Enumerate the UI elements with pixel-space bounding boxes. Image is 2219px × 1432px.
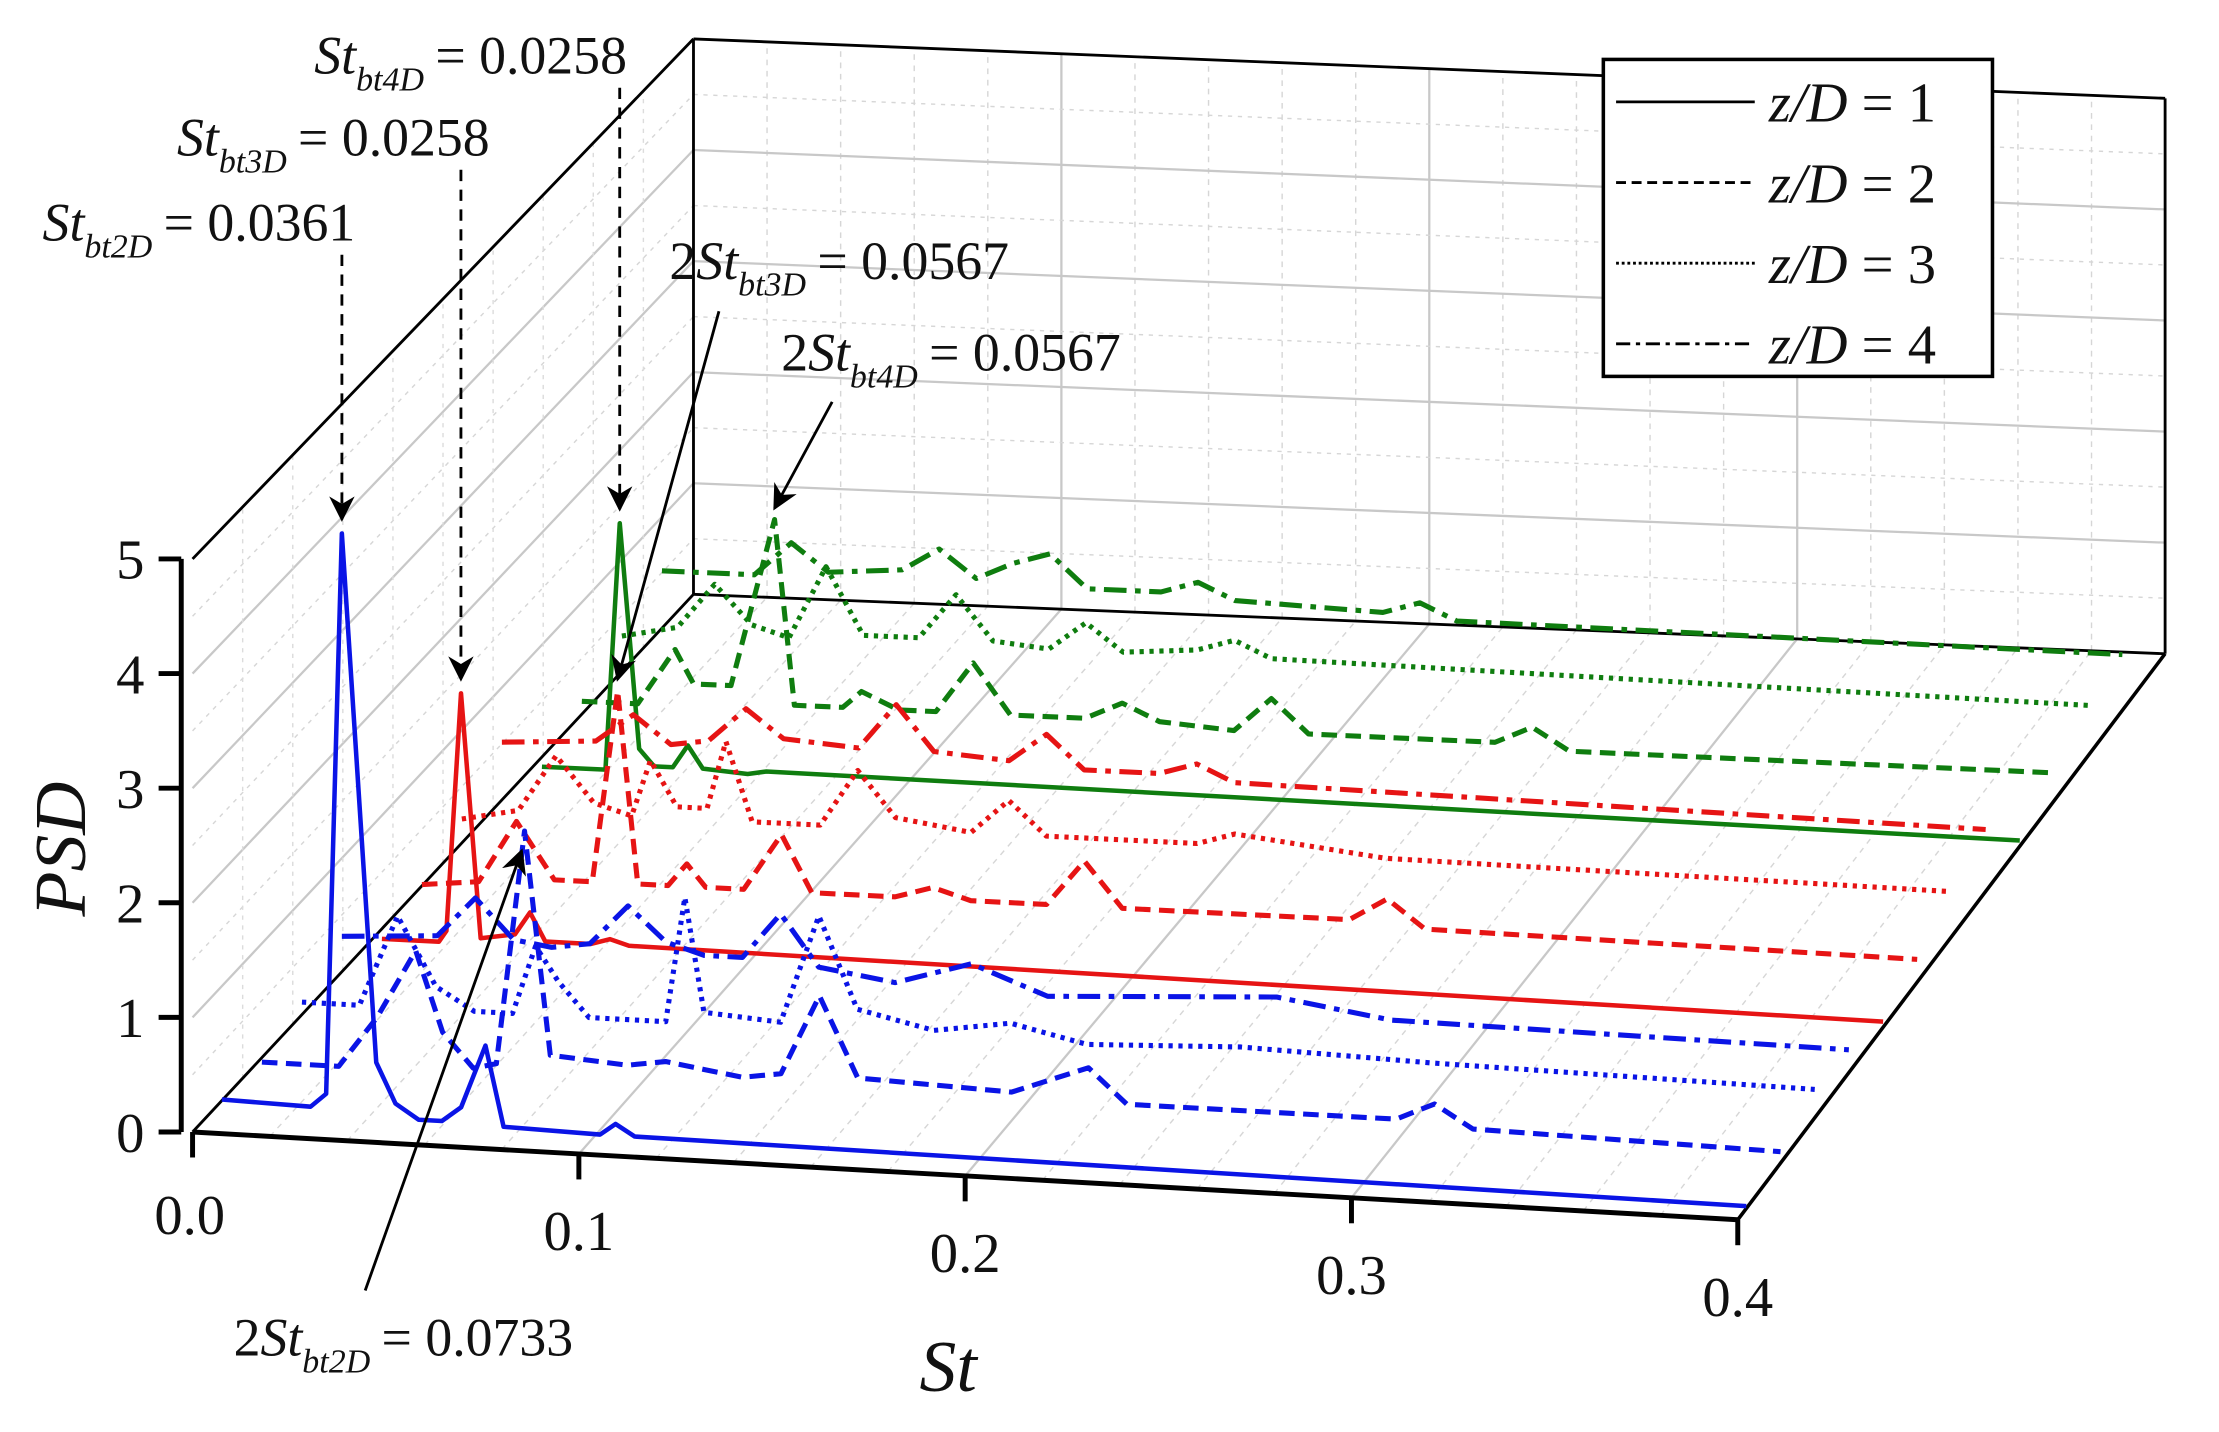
- left-wall-gridline: [192, 205, 694, 732]
- y-tick-label: 0: [116, 1103, 144, 1165]
- left-wall-gridline: [192, 93, 694, 617]
- floor-right-edge: [1736, 652, 2167, 1221]
- x-tick-label: 0.2: [930, 1223, 1001, 1285]
- left-wall-gridline: [192, 538, 695, 1076]
- series-line-group0-zD2: [261, 828, 1781, 1155]
- back-wall-gridline: [693, 93, 2166, 155]
- floor-gridline: [501, 605, 989, 1151]
- y-tick-label: 4: [116, 644, 144, 706]
- floor-gridline: [578, 608, 1063, 1155]
- annotation-label: Stbt3D = 0.0258: [177, 108, 490, 181]
- series-line-group1-zD2: [421, 688, 1918, 962]
- annotations: Stbt4D = 0.0258 Stbt3D = 0.0258 Stbt2D = 0.03…: [43, 26, 1121, 1381]
- x-tick-label: 0.4: [1702, 1267, 1773, 1329]
- annotation-label: Stbt4D = 0.0258: [314, 26, 627, 99]
- left-wall-gridline: [192, 316, 694, 846]
- back-wall-gridline: [693, 482, 2166, 544]
- floor-gridline: [1350, 638, 1799, 1199]
- tick-labels: 0 1 2 3 4 5 0.0 0.1 0.2 0.3 0.4: [116, 530, 1773, 1329]
- left-wall-top-edge: [191, 37, 695, 560]
- annotation-arrow: [363, 848, 526, 1291]
- series-line-group2-zD2: [581, 517, 2055, 776]
- left-wall-gridline: [191, 149, 695, 675]
- floor-gridline: [655, 611, 1136, 1159]
- annotation-label: 2Stbt3D = 0.0567: [669, 231, 1009, 304]
- series-lines: [221, 517, 2123, 1209]
- left-wall-gridline: [192, 427, 694, 961]
- annotation-arrow: [773, 401, 834, 511]
- series-line-group1-zD4: [501, 702, 1986, 833]
- x-tick-label: 0.3: [1316, 1245, 1387, 1307]
- y-tick-label: 2: [116, 874, 144, 936]
- series-line-group0-zD1: [221, 531, 1747, 1209]
- y-axis-title: PSD: [19, 782, 101, 918]
- series-line-group1-zD1: [381, 691, 1884, 1024]
- series-line-group2-zD4: [661, 540, 2123, 658]
- floor-gridline: [1505, 644, 1945, 1208]
- x-axis-title: St: [920, 1325, 979, 1407]
- floor-gridline: [732, 614, 1210, 1164]
- series-line-group2-zD1: [541, 521, 2020, 843]
- left-wall-gridline: [191, 371, 695, 904]
- back-wall-gridline: [693, 538, 2166, 599]
- x-tick-label: 0.1: [543, 1201, 614, 1263]
- legend-label: z/D = 1: [1768, 73, 1936, 135]
- series-line-group1-zD3: [461, 738, 1952, 895]
- annotation-arrow: [611, 310, 721, 682]
- floor-gridline: [1582, 647, 2019, 1212]
- back-wall-gridline: [693, 371, 2166, 433]
- annotation-label: 2Stbt4D = 0.0567: [781, 323, 1121, 396]
- back-wall-gridline: [693, 204, 2166, 266]
- floor-gridline: [1428, 641, 1872, 1203]
- floor-gridline: [887, 620, 1357, 1172]
- series-line-group0-zD3: [301, 894, 1815, 1092]
- floor-gridline: [964, 623, 1431, 1177]
- legend-label: z/D = 2: [1768, 153, 1936, 215]
- annotation-label: Stbt2D = 0.0361: [43, 193, 356, 266]
- y-tick-label: 3: [116, 759, 144, 821]
- floor-gridline: [423, 602, 915, 1146]
- x-tick-label: 0.0: [154, 1185, 225, 1247]
- series-line-group0-zD4: [341, 895, 1850, 1053]
- y-tick-label: 5: [116, 530, 144, 592]
- series-line-group2-zD3: [621, 564, 2089, 708]
- floor-gridline: [1041, 626, 1504, 1181]
- floor-gridline: [810, 617, 1283, 1168]
- legend-label: z/D = 3: [1768, 234, 1936, 296]
- annotation-label: 2Stbt2D = 0.0733: [234, 1308, 574, 1381]
- legend: z/D = 1 z/D = 2 z/D = 3 z/D = 4: [1601, 57, 1995, 379]
- floor-gridline: [1659, 650, 2093, 1216]
- back-wall-gridline: [693, 315, 2166, 377]
- legend-label: z/D = 4: [1768, 315, 1936, 377]
- back-wall-gridline: [693, 426, 2166, 488]
- y-tick-label: 1: [116, 988, 144, 1050]
